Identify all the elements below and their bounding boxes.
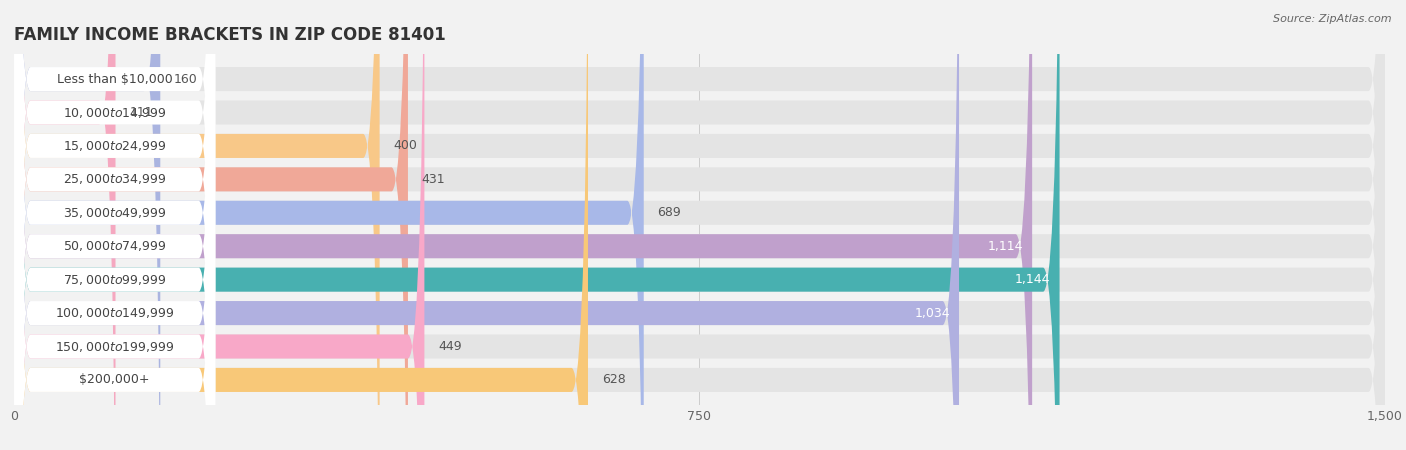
FancyBboxPatch shape — [14, 0, 380, 450]
Text: 1,144: 1,144 — [1015, 273, 1050, 286]
Text: $200,000+: $200,000+ — [79, 374, 150, 387]
FancyBboxPatch shape — [14, 0, 215, 450]
Text: $35,000 to $49,999: $35,000 to $49,999 — [63, 206, 166, 220]
Text: $150,000 to $199,999: $150,000 to $199,999 — [55, 339, 174, 354]
FancyBboxPatch shape — [14, 0, 1385, 450]
FancyBboxPatch shape — [14, 0, 215, 450]
Text: 431: 431 — [422, 173, 446, 186]
Text: 689: 689 — [658, 206, 681, 219]
FancyBboxPatch shape — [14, 0, 215, 450]
FancyBboxPatch shape — [14, 0, 1385, 450]
Text: $10,000 to $14,999: $10,000 to $14,999 — [63, 105, 166, 120]
FancyBboxPatch shape — [14, 0, 1385, 450]
Text: 400: 400 — [394, 140, 418, 153]
FancyBboxPatch shape — [14, 0, 1060, 450]
Text: $25,000 to $34,999: $25,000 to $34,999 — [63, 172, 166, 186]
FancyBboxPatch shape — [14, 0, 215, 450]
FancyBboxPatch shape — [14, 0, 115, 450]
FancyBboxPatch shape — [14, 0, 1385, 450]
Text: 449: 449 — [439, 340, 461, 353]
Text: FAMILY INCOME BRACKETS IN ZIP CODE 81401: FAMILY INCOME BRACKETS IN ZIP CODE 81401 — [14, 26, 446, 44]
FancyBboxPatch shape — [14, 0, 1385, 450]
Text: $100,000 to $149,999: $100,000 to $149,999 — [55, 306, 174, 320]
Text: $50,000 to $74,999: $50,000 to $74,999 — [63, 239, 166, 253]
FancyBboxPatch shape — [14, 0, 959, 450]
FancyBboxPatch shape — [14, 0, 1385, 450]
FancyBboxPatch shape — [14, 0, 588, 450]
FancyBboxPatch shape — [14, 0, 1385, 450]
Text: $75,000 to $99,999: $75,000 to $99,999 — [63, 273, 166, 287]
FancyBboxPatch shape — [14, 0, 644, 450]
Text: Source: ZipAtlas.com: Source: ZipAtlas.com — [1274, 14, 1392, 23]
FancyBboxPatch shape — [14, 0, 215, 450]
FancyBboxPatch shape — [14, 0, 1385, 450]
FancyBboxPatch shape — [14, 0, 160, 450]
FancyBboxPatch shape — [14, 0, 215, 450]
FancyBboxPatch shape — [14, 0, 408, 450]
FancyBboxPatch shape — [14, 0, 1385, 450]
Text: 628: 628 — [602, 374, 626, 387]
Text: 160: 160 — [174, 72, 198, 86]
FancyBboxPatch shape — [14, 0, 215, 450]
FancyBboxPatch shape — [14, 0, 215, 450]
FancyBboxPatch shape — [14, 0, 215, 450]
FancyBboxPatch shape — [14, 0, 1032, 450]
Text: 111: 111 — [129, 106, 153, 119]
FancyBboxPatch shape — [14, 0, 425, 450]
Text: 1,114: 1,114 — [987, 240, 1024, 253]
Text: 1,034: 1,034 — [914, 306, 950, 320]
FancyBboxPatch shape — [14, 0, 215, 450]
FancyBboxPatch shape — [14, 0, 1385, 450]
Text: Less than $10,000: Less than $10,000 — [56, 72, 173, 86]
Text: $15,000 to $24,999: $15,000 to $24,999 — [63, 139, 166, 153]
